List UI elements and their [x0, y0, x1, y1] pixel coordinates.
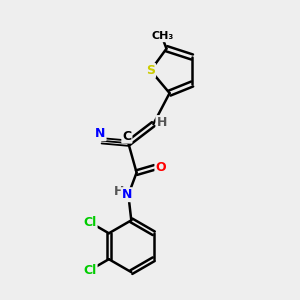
Text: H: H: [156, 116, 167, 129]
Text: CH₃: CH₃: [152, 31, 174, 41]
Text: S: S: [146, 64, 155, 77]
Text: C: C: [122, 130, 131, 142]
Text: Cl: Cl: [83, 264, 97, 277]
Text: N: N: [95, 127, 106, 140]
Text: H: H: [114, 185, 125, 198]
Text: O: O: [155, 161, 166, 174]
Text: N: N: [122, 188, 132, 201]
Text: Cl: Cl: [83, 216, 97, 229]
